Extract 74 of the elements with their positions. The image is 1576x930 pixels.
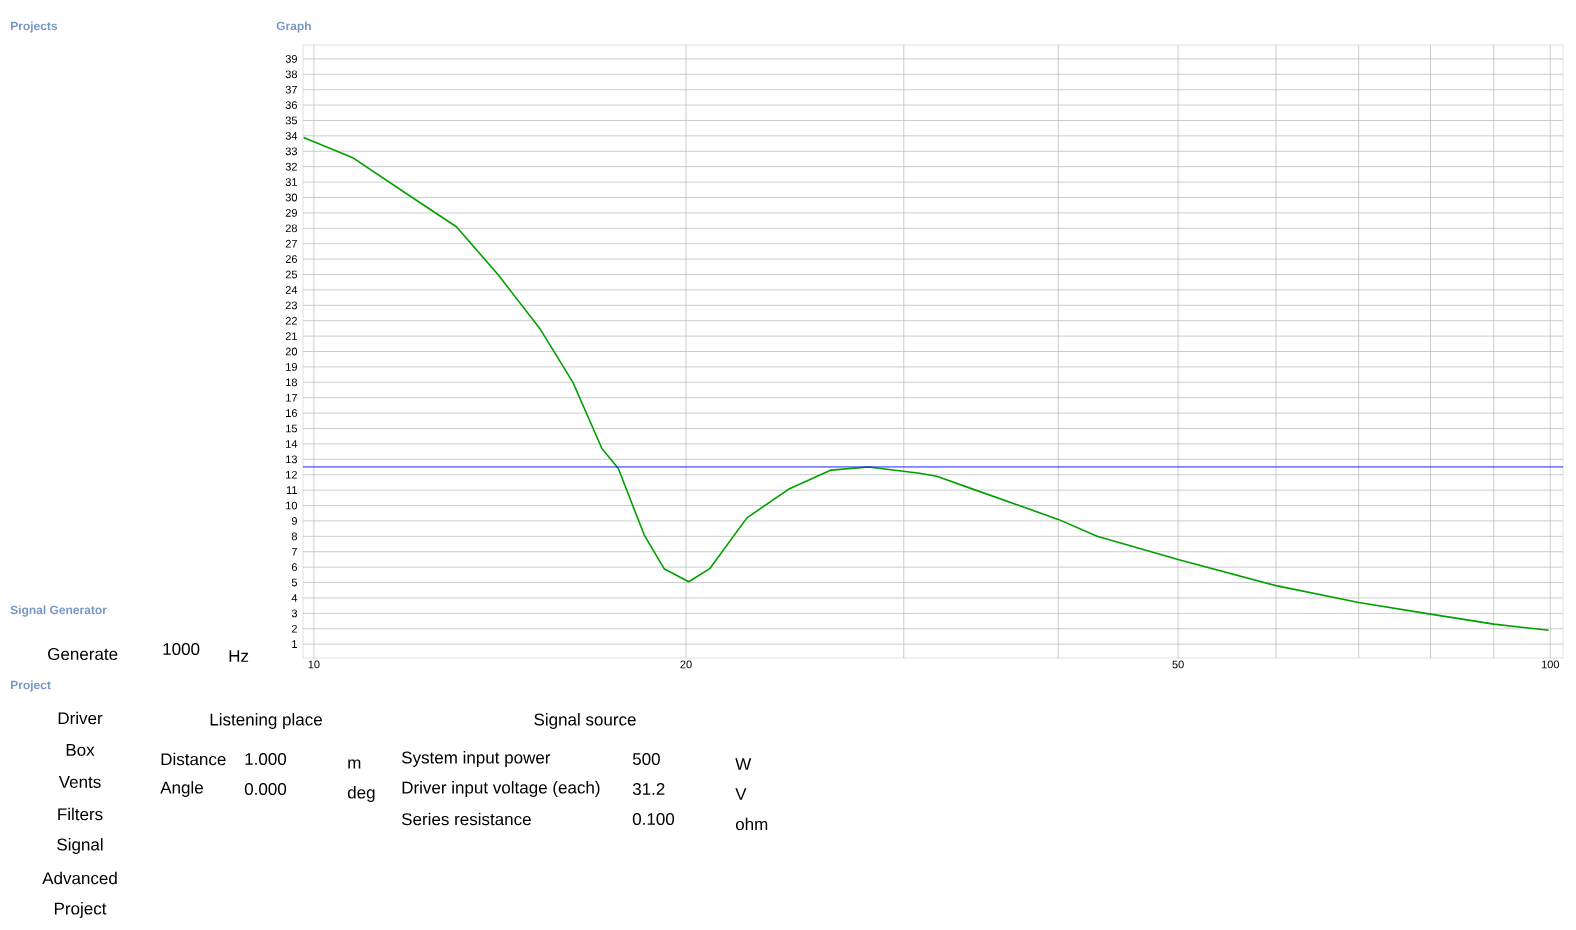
y-tick-label: 31 <box>285 178 297 186</box>
y-tick-label: 12 <box>286 470 297 479</box>
y-tick-label: 28 <box>285 224 297 233</box>
x-tick-label: 50 <box>1172 660 1184 669</box>
text: Signal source <box>534 713 636 729</box>
y-tick-label: 38 <box>285 70 297 79</box>
text: m <box>348 759 361 769</box>
y-tick-label: 36 <box>285 101 297 109</box>
text: Driver input voltage (each) <box>402 781 600 797</box>
text: Driver <box>58 711 103 725</box>
text: 500 <box>632 752 660 766</box>
text: 0.000 <box>244 782 287 796</box>
text: Distance <box>161 752 226 766</box>
text: Advanced <box>42 871 117 885</box>
y-tick-label: 4 <box>291 594 298 602</box>
y-tick-label: 1 <box>292 640 297 648</box>
y-tick-label: 16 <box>286 409 297 418</box>
text: Box <box>66 744 95 756</box>
y-tick-label: 32 <box>285 162 297 171</box>
y-tick-label: 9 <box>291 517 297 525</box>
y-tick-label: 11 <box>286 486 297 494</box>
y-tick-label: 14 <box>286 440 298 448</box>
y-tick-label: 29 <box>285 209 297 217</box>
y-tick-label: 24 <box>285 286 298 294</box>
y-tick-label: 15 <box>286 424 298 433</box>
y-tick-label: 5 <box>291 578 298 587</box>
y-tick-label: 20 <box>285 347 298 356</box>
y-tick-label: 33 <box>285 147 297 156</box>
text: Graph <box>276 21 311 33</box>
y-tick-label: 3 <box>291 609 297 618</box>
y-tick-label: 30 <box>285 193 298 202</box>
text: Angle <box>160 781 203 797</box>
text: Generate <box>48 647 118 661</box>
y-tick-label: 19 <box>286 363 297 371</box>
text: Project <box>11 680 51 692</box>
text: W <box>735 758 752 770</box>
y-tick-label: 21 <box>285 332 297 340</box>
text: Signal Generator <box>10 605 107 617</box>
y-tick-label: 25 <box>285 270 298 279</box>
y-tick-label: 27 <box>285 239 297 248</box>
text: System input power <box>401 751 551 767</box>
text: Listening place <box>210 713 322 729</box>
y-tick-label: 35 <box>285 116 298 125</box>
x-tick-label: 10 <box>308 660 320 669</box>
y-tick-label: 2 <box>291 624 297 633</box>
y-tick-label: 39 <box>285 54 297 63</box>
text: Projects <box>11 21 58 33</box>
text: Filters <box>58 807 103 821</box>
y-tick-label: 22 <box>285 316 297 325</box>
text: Vents <box>58 776 101 788</box>
x-tick-label: 20 <box>680 660 692 669</box>
y-tick-label: 34 <box>285 131 298 140</box>
text: deg <box>347 786 375 802</box>
y-tick-label: 10 <box>286 501 298 510</box>
text: Signal <box>57 838 103 854</box>
y-tick-label: 17 <box>286 393 297 402</box>
text: Series resistance <box>401 812 531 826</box>
text: Project <box>54 902 107 918</box>
text: 1.000 <box>245 752 287 766</box>
text: Hz <box>229 650 249 662</box>
text: ohm <box>735 817 768 831</box>
y-tick-label: 26 <box>285 255 297 263</box>
y-tick-label: 8 <box>291 532 297 541</box>
y-tick-label: 13 <box>286 455 297 464</box>
y-tick-label: 23 <box>285 301 297 310</box>
x-tick-label: 100 <box>1541 660 1560 669</box>
text: 1000 <box>163 642 200 656</box>
text: 0.100 <box>632 812 675 826</box>
y-tick-label: 7 <box>291 547 297 556</box>
y-tick-label: 18 <box>286 378 297 387</box>
text: V <box>735 788 747 800</box>
text: 31.2 <box>632 782 665 796</box>
y-tick-label: 6 <box>291 563 297 572</box>
y-tick-label: 37 <box>285 85 297 94</box>
